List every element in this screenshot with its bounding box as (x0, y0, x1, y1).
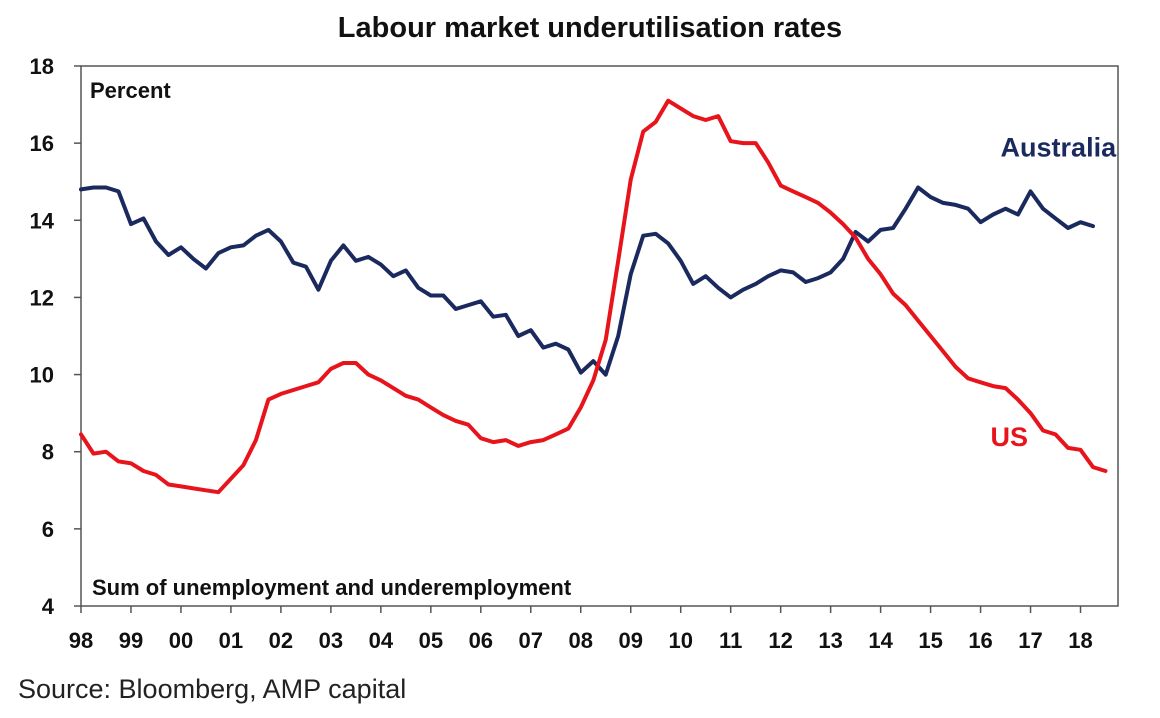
y-axis: 4 6 8 10 12 14 16 18 (30, 54, 81, 619)
x-tick-label: 06 (469, 628, 493, 653)
y-tick-label: 10 (30, 363, 54, 388)
series-label-us: US (991, 422, 1029, 452)
x-tick-label: 13 (818, 628, 842, 653)
series-line-australia (79, 185, 1095, 377)
x-tick-label: 00 (169, 628, 193, 653)
x-tick-label: 01 (219, 628, 243, 653)
series-label-australia: Australia (1001, 133, 1118, 163)
chart-title: Labour market underutilisation rates (337, 12, 843, 44)
series-labels: Australia US (991, 133, 1118, 452)
y-axis-label: Percent (90, 78, 171, 103)
x-tick-label: 99 (119, 628, 143, 653)
y-tick-label: 12 (30, 285, 54, 310)
series-layer (79, 98, 1108, 495)
x-tick-label: 09 (618, 628, 642, 653)
x-tick-label: 07 (519, 628, 543, 653)
x-tick-label: 16 (968, 628, 992, 653)
x-tick-label: 03 (319, 628, 343, 653)
y-tick-label: 14 (30, 208, 55, 233)
x-tick-label: 18 (1068, 628, 1092, 653)
x-tick-label: 15 (918, 628, 942, 653)
x-tick-label: 14 (868, 628, 893, 653)
plot-frame (80, 65, 1119, 607)
y-tick-label: 6 (42, 517, 54, 542)
y-tick-label: 4 (42, 594, 55, 619)
x-tick-label: 98 (69, 628, 93, 653)
x-tick-label: 17 (1018, 628, 1042, 653)
series-line-us (79, 98, 1108, 495)
x-tick-label: 12 (768, 628, 792, 653)
x-tick-label: 11 (719, 628, 742, 653)
line-chart: 4 6 8 10 12 14 16 18 98 99 00 01 02 03 04 05 06 07 08 09 10… (30, 54, 1119, 653)
x-tick-label: 02 (269, 628, 293, 653)
y-tick-label: 18 (30, 54, 54, 79)
chart-annotation: Sum of unemployment and underemployment (92, 575, 572, 600)
x-tick-label: 04 (369, 628, 394, 653)
x-axis: 98 99 00 01 02 03 04 05 06 07 08 09 10 11 12 13 14 15 16 17… (69, 606, 1093, 653)
x-tick-label: 08 (569, 628, 593, 653)
source-note: Source: Bloomberg, AMP capital (18, 674, 407, 704)
y-tick-label: 16 (30, 131, 54, 156)
y-tick-label: 8 (42, 440, 54, 465)
x-tick-label: 05 (419, 628, 443, 653)
x-tick-label: 10 (668, 628, 692, 653)
